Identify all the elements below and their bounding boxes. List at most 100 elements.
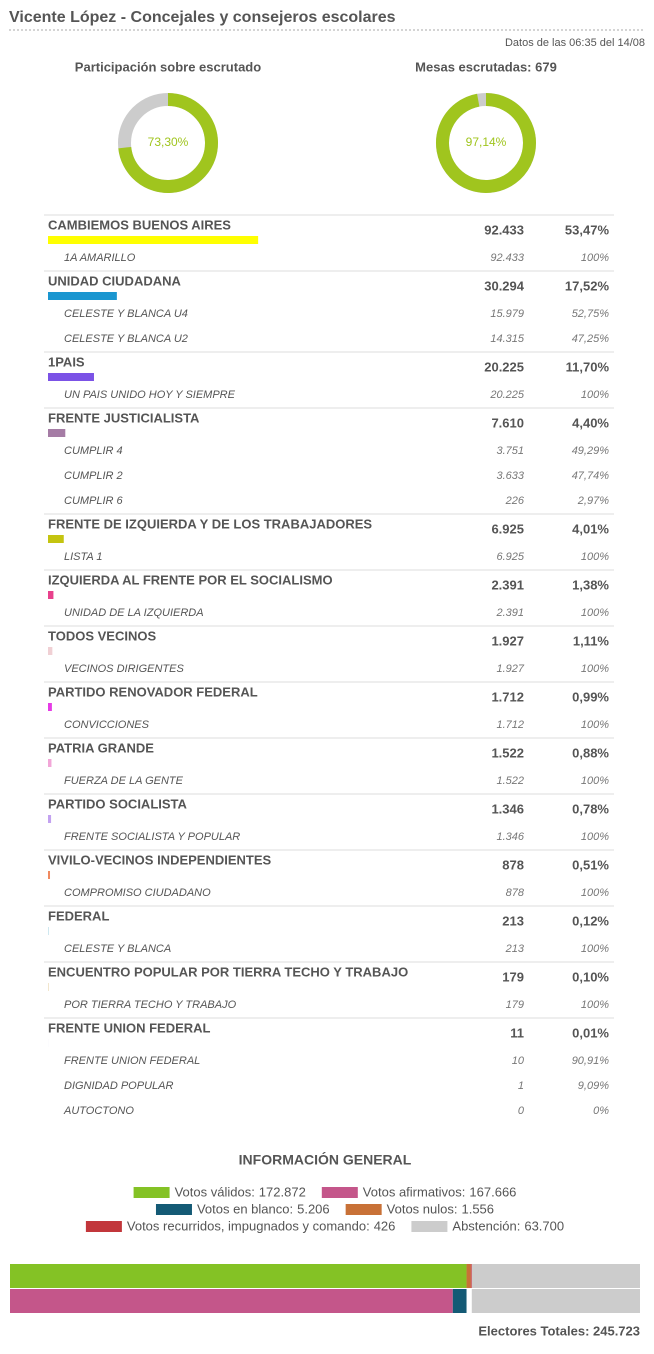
party-name: IZQUIERDA AL FRENTE POR EL SOCIALISMO bbox=[48, 572, 333, 587]
legend-swatch bbox=[346, 1204, 382, 1215]
party-name: CAMBIEMOS BUENOS AIRES bbox=[48, 217, 231, 232]
list-votes: 92.433 bbox=[490, 252, 525, 264]
list-name: UN PAIS UNIDO HOY Y SIEMPRE bbox=[64, 389, 236, 401]
legend-label: Votos afirmativos: bbox=[363, 1184, 466, 1199]
stack-segment bbox=[10, 1264, 467, 1288]
list-votes: 878 bbox=[506, 887, 525, 899]
list-votes: 3.751 bbox=[496, 445, 524, 457]
list-pct: 0% bbox=[593, 1105, 609, 1117]
party-name: ENCUENTRO POPULAR POR TIERRA TECHO Y TRA… bbox=[48, 964, 408, 979]
party-bar bbox=[48, 591, 53, 599]
party-pct: 0,99% bbox=[572, 689, 609, 704]
list-votes: 0 bbox=[518, 1105, 525, 1117]
list-name: FRENTE UNION FEDERAL bbox=[64, 1055, 200, 1067]
list-votes: 15.979 bbox=[490, 308, 524, 320]
list-name: CONVICCIONES bbox=[64, 719, 150, 731]
list-pct: 52,75% bbox=[572, 308, 610, 320]
list-pct: 100% bbox=[581, 887, 609, 899]
party-name: TODOS VECINOS bbox=[48, 628, 156, 643]
list-pct: 2,97% bbox=[577, 495, 609, 507]
list-votes: 6.925 bbox=[496, 551, 524, 563]
list-votes: 10 bbox=[512, 1055, 525, 1067]
timestamp: Datos de las 06:35 del 14/08 bbox=[505, 37, 645, 49]
list-name: CELESTE Y BLANCA U4 bbox=[64, 308, 188, 320]
list-name: DIGNIDAD POPULAR bbox=[64, 1080, 173, 1092]
party-name: FRENTE UNION FEDERAL bbox=[48, 1020, 211, 1035]
party-votes: 30.294 bbox=[484, 278, 525, 293]
party-bar bbox=[48, 703, 52, 711]
party-name: PARTIDO SOCIALISTA bbox=[48, 796, 188, 811]
list-name: CUMPLIR 2 bbox=[64, 470, 123, 482]
party-votes: 6.925 bbox=[491, 521, 524, 536]
list-name: AUTOCTONO bbox=[63, 1105, 134, 1117]
list-name: POR TIERRA TECHO Y TRABAJO bbox=[64, 999, 237, 1011]
party-bar bbox=[48, 373, 94, 381]
list-name: UNIDAD DE LA IZQUIERDA bbox=[64, 607, 204, 619]
party-votes: 1.712 bbox=[491, 689, 524, 704]
list-name: LISTA 1 bbox=[64, 551, 103, 563]
party-votes: 213 bbox=[502, 913, 524, 928]
list-votes: 213 bbox=[505, 943, 525, 955]
list-name: CELESTE Y BLANCA bbox=[64, 943, 171, 955]
list-name: CELESTE Y BLANCA U2 bbox=[64, 333, 188, 345]
list-votes: 14.315 bbox=[490, 333, 525, 345]
party-name: FRENTE JUSTICIALISTA bbox=[48, 410, 200, 425]
party-bar bbox=[48, 429, 65, 437]
stack-segment bbox=[10, 1289, 453, 1313]
list-name: 1A AMARILLO bbox=[64, 252, 136, 264]
list-pct: 100% bbox=[581, 831, 609, 843]
party-pct: 0,10% bbox=[572, 969, 609, 984]
list-votes: 1.346 bbox=[496, 831, 524, 843]
list-name: CUMPLIR 4 bbox=[64, 445, 123, 457]
list-pct: 100% bbox=[581, 775, 609, 787]
party-pct: 17,52% bbox=[565, 278, 610, 293]
party-name: PARTIDO RENOVADOR FEDERAL bbox=[48, 684, 258, 699]
legend-value: 172.872 bbox=[259, 1184, 306, 1199]
party-pct: 0,88% bbox=[572, 745, 609, 760]
party-votes: 2.391 bbox=[491, 577, 524, 592]
party-votes: 20.225 bbox=[484, 359, 524, 374]
list-pct: 100% bbox=[581, 719, 609, 731]
stack-segment bbox=[467, 1264, 471, 1288]
legend-swatch bbox=[134, 1187, 170, 1198]
list-pct: 47,25% bbox=[572, 333, 610, 345]
party-votes: 7.610 bbox=[491, 415, 524, 430]
list-votes: 1 bbox=[518, 1080, 524, 1092]
stack-segment bbox=[472, 1264, 640, 1288]
party-bar bbox=[48, 535, 64, 543]
list-votes: 1.927 bbox=[496, 663, 524, 675]
party-votes: 11 bbox=[510, 1025, 524, 1040]
legend-value: 167.666 bbox=[469, 1184, 516, 1199]
party-votes: 878 bbox=[502, 857, 524, 872]
list-name: CUMPLIR 6 bbox=[64, 495, 124, 507]
party-pct: 4,40% bbox=[572, 415, 609, 430]
party-pct: 4,01% bbox=[572, 521, 609, 536]
legend-value: 426 bbox=[374, 1218, 396, 1233]
list-pct: 100% bbox=[581, 252, 609, 264]
party-name: UNIDAD CIUDADANA bbox=[48, 273, 181, 288]
legend-row: Votos recurridos, impugnados y comando:4… bbox=[86, 1218, 564, 1233]
list-pct: 100% bbox=[581, 551, 609, 563]
list-votes: 3.633 bbox=[496, 470, 524, 482]
legend-value: 5.206 bbox=[297, 1201, 330, 1216]
party-votes: 1.346 bbox=[491, 801, 524, 816]
party-pct: 0,78% bbox=[572, 801, 609, 816]
general-title: INFORMACIÓN GENERAL bbox=[239, 1151, 412, 1168]
list-votes: 179 bbox=[506, 999, 524, 1011]
gauge-label: 97,14% bbox=[466, 135, 507, 149]
party-pct: 0,01% bbox=[572, 1025, 609, 1040]
list-votes: 226 bbox=[505, 495, 525, 507]
party-name: FRENTE DE IZQUIERDA Y DE LOS TRABAJADORE… bbox=[48, 516, 372, 531]
list-pct: 49,29% bbox=[572, 445, 610, 457]
page-title: Vicente López - Concejales y consejeros … bbox=[9, 9, 396, 26]
party-bar bbox=[48, 759, 51, 767]
party-pct: 0,51% bbox=[572, 857, 609, 872]
legend-swatch bbox=[322, 1187, 358, 1198]
party-name: FEDERAL bbox=[48, 908, 109, 923]
legend-value: 1.556 bbox=[461, 1201, 494, 1216]
list-pct: 100% bbox=[581, 607, 609, 619]
list-pct: 9,09% bbox=[578, 1080, 609, 1092]
list-pct: 100% bbox=[581, 943, 609, 955]
